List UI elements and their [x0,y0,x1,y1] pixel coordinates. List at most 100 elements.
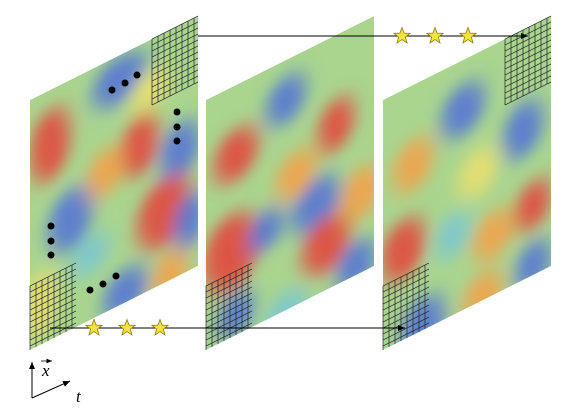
grid-line [30,304,76,329]
blob [302,214,350,276]
grid-line [383,310,429,335]
grid-line [505,33,551,58]
grid-line [30,292,76,317]
star [150,318,170,336]
grid-line [383,316,429,341]
grid-line [206,304,252,329]
blob [70,232,110,278]
blobs [383,81,551,350]
field [206,16,374,350]
dot [99,280,107,288]
dot [47,222,55,230]
grid-line [152,33,198,58]
blob [48,187,92,253]
grid-line [505,51,551,76]
panel [205,16,374,351]
blob [318,97,354,153]
grid-line [30,310,76,335]
t-label: t [76,387,82,406]
blob [214,126,258,184]
grid-line [152,45,198,70]
dot [47,251,55,259]
star [392,26,412,44]
grid-line [152,57,198,82]
grid-line [152,51,198,76]
blob [92,52,148,108]
grid-line [505,69,551,94]
grid-line [505,63,551,88]
grid-line [505,21,551,46]
blob [515,179,551,231]
overlays: x t [29,26,528,406]
dot [133,71,141,79]
grid-line [383,262,429,287]
axis-arrow [31,380,71,399]
dot [47,237,55,245]
blob [122,112,158,178]
blob [393,137,433,193]
grid-line [30,322,76,347]
grid-line [383,304,429,329]
blob [441,81,485,139]
panel [382,15,551,351]
grid-line [206,268,252,293]
grid-line [30,286,76,311]
grid-line [206,298,252,323]
grid-line [152,81,198,106]
grid-line [383,292,429,317]
grid-line [206,262,252,287]
panels [29,15,551,351]
dot [86,286,94,294]
star [117,318,137,336]
grid-line [383,274,429,299]
x-label: x [41,361,50,380]
grid-line [30,268,76,293]
grid-line [206,292,252,317]
blob [276,149,316,201]
panel [29,15,198,351]
grid-line [206,310,252,335]
grid-line [383,322,429,347]
star [425,26,445,44]
grid-line [152,69,198,94]
star [458,26,478,44]
blob [458,146,498,199]
blob [248,208,284,252]
grid-line [30,280,76,305]
grid-line [505,39,551,64]
grid-line [505,27,551,52]
blob [341,164,374,221]
grid-line [152,27,198,52]
star [84,318,104,336]
blob [160,120,198,180]
grid-line [30,298,76,323]
field [30,16,198,350]
grid-line [152,15,198,40]
grid-line [383,286,429,311]
dot [173,108,181,116]
grid-line [152,39,198,64]
dot [112,272,120,280]
dot [173,123,181,131]
blob [174,190,198,250]
grid-line [206,322,252,347]
grid-line [505,15,551,40]
blob [383,218,425,282]
grid-line [505,75,551,100]
grid-line [383,280,429,305]
grid-line [152,75,198,100]
blob [435,211,471,259]
grid-line [152,63,198,88]
grid-line [505,57,551,82]
dot [108,86,116,94]
blob [30,107,70,183]
grid-line [30,262,76,287]
blob [503,100,543,160]
blob [87,146,123,199]
grid-line [383,298,429,323]
dot [121,79,129,87]
dot [173,137,181,145]
blob [473,209,513,261]
grid-line [206,274,252,299]
